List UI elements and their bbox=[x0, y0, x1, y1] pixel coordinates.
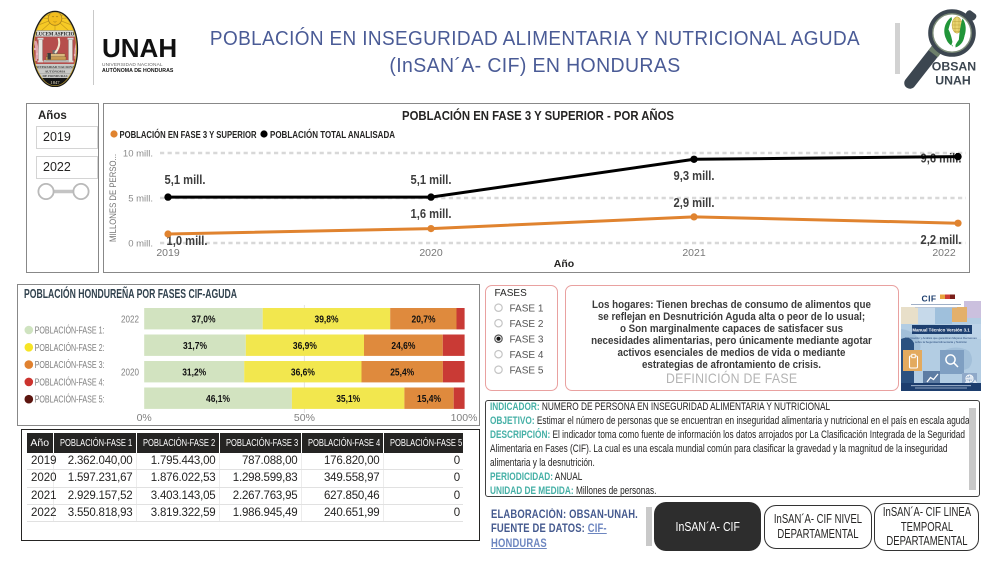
svg-text:FASES: FASES bbox=[495, 288, 528, 299]
svg-text:2022: 2022 bbox=[932, 247, 956, 259]
svg-text:2022: 2022 bbox=[121, 314, 139, 326]
svg-text:5 mill.: 5 mill. bbox=[128, 194, 153, 205]
svg-text:POBLACIÓN EN FASE 3 Y SUPERIOR: POBLACIÓN EN FASE 3 Y SUPERIOR bbox=[120, 128, 257, 141]
svg-text:POBLACIÓN-FASE 2:: POBLACIÓN-FASE 2: bbox=[35, 341, 105, 354]
svg-text:0%: 0% bbox=[137, 412, 152, 423]
svg-text:5,1 mill.: 5,1 mill. bbox=[165, 172, 206, 187]
svg-text:AUTÓNOMA: AUTÓNOMA bbox=[45, 68, 66, 73]
svg-text:FASE 1: FASE 1 bbox=[510, 303, 544, 314]
svg-text:Año: Año bbox=[554, 258, 574, 270]
svg-text:39,8%: 39,8% bbox=[315, 315, 339, 326]
svg-text:9,3 mill.: 9,3 mill. bbox=[674, 168, 715, 183]
svg-text:20,7%: 20,7% bbox=[412, 315, 436, 326]
svg-text:36,9%: 36,9% bbox=[293, 341, 317, 352]
svg-text:POBLACIÓN-FASE 1:: POBLACIÓN-FASE 1: bbox=[35, 324, 105, 337]
svg-text:FASE 4: FASE 4 bbox=[510, 350, 544, 361]
svg-text:sobre la Seguridad Alimentaria: sobre la Seguridad Alimentaria y Nutrici… bbox=[915, 340, 968, 344]
svg-text:CIF: CIF bbox=[922, 294, 937, 304]
svg-text:DE HONDURAS: DE HONDURAS bbox=[43, 74, 68, 78]
svg-text:15,4%: 15,4% bbox=[417, 394, 441, 405]
svg-text:35,1%: 35,1% bbox=[336, 394, 360, 405]
svg-text:FASE 5: FASE 5 bbox=[510, 365, 544, 376]
svg-text:2,9 mill.: 2,9 mill. bbox=[674, 195, 715, 210]
svg-text:Información y Análisis que gar: Información y Análisis que garantizan Me… bbox=[905, 336, 977, 340]
svg-text:2,2 mill.: 2,2 mill. bbox=[921, 232, 962, 247]
svg-text:1,0 mill.: 1,0 mill. bbox=[167, 233, 208, 248]
svg-text:2019: 2019 bbox=[156, 247, 180, 259]
svg-text:37,0%: 37,0% bbox=[192, 315, 216, 326]
svg-text:46,1%: 46,1% bbox=[206, 394, 230, 405]
svg-text:MILLONES DE PERSO...: MILLONES DE PERSO... bbox=[108, 154, 119, 242]
svg-text:POBLACIÓN EN FASE 3 Y SUPERIOR: POBLACIÓN EN FASE 3 Y SUPERIOR - POR AÑO… bbox=[402, 108, 674, 123]
svg-text:Manual Técnico Versión 3.1: Manual Técnico Versión 3.1 bbox=[912, 328, 970, 333]
svg-text:100%: 100% bbox=[451, 412, 477, 423]
svg-text:5,1 mill.: 5,1 mill. bbox=[411, 172, 452, 187]
svg-text:FASE 2: FASE 2 bbox=[510, 319, 544, 330]
svg-text:2020: 2020 bbox=[121, 367, 139, 379]
svg-text:OBSAN: OBSAN bbox=[932, 60, 977, 74]
svg-text:POBLACIÓN TOTAL ANALISADA: POBLACIÓN TOTAL ANALISADA bbox=[270, 128, 395, 141]
svg-text:24,6%: 24,6% bbox=[391, 341, 415, 352]
svg-text:1847: 1847 bbox=[50, 80, 60, 85]
svg-text:25,4%: 25,4% bbox=[390, 368, 414, 379]
svg-text:UNAH: UNAH bbox=[935, 74, 971, 88]
svg-text:2021: 2021 bbox=[682, 247, 706, 259]
svg-text:1,6 mill.: 1,6 mill. bbox=[411, 206, 452, 221]
svg-text:POBLACIÓN-FASE 4:: POBLACIÓN-FASE 4: bbox=[35, 375, 105, 388]
svg-text:POBLACIÓN-FASE 3:: POBLACIÓN-FASE 3: bbox=[35, 358, 105, 371]
svg-text:POBLACIÓN-FASE 5:: POBLACIÓN-FASE 5: bbox=[35, 393, 105, 406]
svg-text:0 mill.: 0 mill. bbox=[128, 239, 153, 250]
svg-text:10 mill.: 10 mill. bbox=[123, 149, 153, 160]
svg-text:31,2%: 31,2% bbox=[182, 368, 206, 379]
svg-text:UNIVERSIDAD NACIONAL: UNIVERSIDAD NACIONAL bbox=[33, 65, 77, 69]
svg-text:LUCEM ASPICIO: LUCEM ASPICIO bbox=[36, 33, 75, 38]
svg-text:50%: 50% bbox=[294, 412, 315, 423]
svg-text:2020: 2020 bbox=[419, 247, 443, 259]
svg-text:31,7%: 31,7% bbox=[183, 341, 207, 352]
svg-text:36,6%: 36,6% bbox=[291, 368, 315, 379]
svg-text:FASE 3: FASE 3 bbox=[510, 334, 544, 345]
svg-text:POBLACIÓN HONDUREÑA POR FASES: POBLACIÓN HONDUREÑA POR FASES CIF-AGUDA bbox=[24, 286, 237, 301]
